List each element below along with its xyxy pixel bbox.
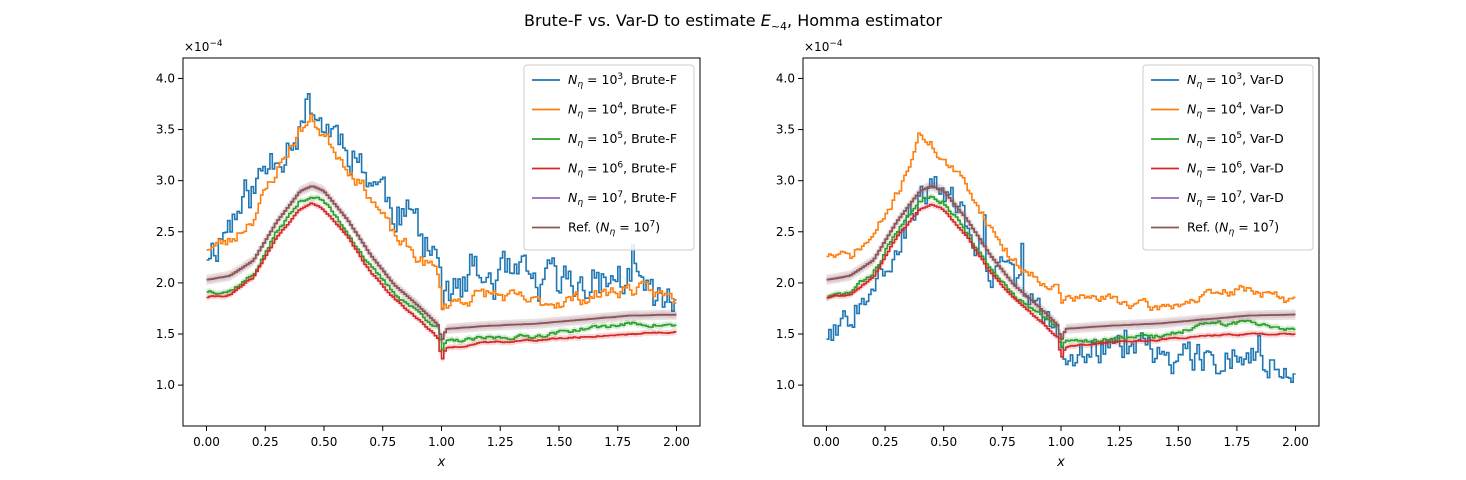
x-tick-label: 1.25 — [487, 435, 514, 449]
title-rest: , Homma estimator — [787, 11, 942, 30]
legend-entry-2: Nη = 105, Brute-F — [568, 131, 677, 149]
plot-area — [206, 93, 677, 362]
right-panel-var-d: 0.00 0.25 0.50 0.75 1.00 1.25 1.50 1.75 2.00 1.0 1… — [776, 39, 1320, 470]
x-tick-label: 0.75 — [989, 435, 1016, 449]
series-line-0 — [826, 176, 1296, 383]
x-tick-label: 1.25 — [1106, 435, 1133, 449]
y-tick-label: 2.5 — [776, 225, 795, 239]
x-tick-label: 0.50 — [311, 435, 338, 449]
series-line-1 — [826, 132, 1296, 311]
legend-entry-1: Nη = 104, Brute-F — [568, 102, 677, 120]
legend-box — [1142, 64, 1314, 251]
y-tick-label: 3.0 — [156, 174, 175, 188]
legend-entry-3: Nη = 106, Brute-F — [568, 161, 677, 179]
series-line-3 — [206, 202, 677, 360]
x-tick-label: 1.00 — [428, 435, 455, 449]
y-tick-label: 1.5 — [156, 327, 175, 341]
x-tick-label: 0.50 — [930, 435, 957, 449]
x-tick-label: 1.50 — [546, 435, 573, 449]
series-line-2 — [206, 196, 677, 351]
legend-box — [523, 64, 695, 251]
y-tick-label: 2.0 — [156, 276, 175, 290]
y-tick-label: 4.0 — [776, 71, 795, 85]
y-tick-label: 1.0 — [776, 378, 795, 392]
series-line-3 — [826, 203, 1296, 358]
legend-entry-4: Nη = 107, Var-D — [1187, 190, 1284, 208]
series-line-1 — [206, 113, 677, 311]
legend-entry-1: Nη = 104, Var-D — [1187, 102, 1284, 120]
legend-entry-0: Nη = 103, Brute-F — [568, 72, 677, 90]
y-tick-label: 1.5 — [776, 327, 795, 341]
legend-entry-5: Ref. (Nη = 107) — [568, 220, 660, 238]
x-tick-label: 0.25 — [252, 435, 279, 449]
legend-entry-0: Nη = 103, Var-D — [1187, 72, 1284, 90]
legend-entry-5: Ref. (Nη = 107) — [1187, 220, 1279, 238]
title-symbol: E — [761, 11, 772, 30]
y-scale-note: ×10−4 — [184, 39, 223, 54]
y-scale-note: ×10−4 — [804, 39, 843, 54]
series-line-5 — [826, 185, 1296, 340]
y-tick-label: 4.0 — [156, 71, 175, 85]
x-tick-label: 1.75 — [604, 435, 631, 449]
title-subscript: ~4 — [771, 20, 787, 33]
x-tick-label: 0.00 — [193, 435, 220, 449]
series-line-5 — [206, 185, 677, 340]
y-tick-label: 3.0 — [776, 174, 795, 188]
x-tick-label: 2.00 — [1282, 435, 1309, 449]
title-main: Brute-F vs. Var-D to estimate — [524, 11, 761, 30]
y-tick-label: 2.0 — [776, 276, 795, 290]
x-tick-label: 0.25 — [872, 435, 899, 449]
x-tick-label: 1.00 — [1048, 435, 1075, 449]
y-tick-label: 1.0 — [156, 378, 175, 392]
y-tick-label: 2.5 — [156, 225, 175, 239]
x-axis-label: x — [437, 455, 446, 470]
series-line-0 — [206, 93, 677, 312]
y-tick-label: 3.5 — [776, 123, 795, 137]
x-tick-label: 0.75 — [369, 435, 396, 449]
legend-entry-2: Nη = 105, Var-D — [1187, 131, 1284, 149]
plot-area — [826, 132, 1296, 383]
left-panel-brute-f: 0.00 0.25 0.50 0.75 1.00 1.25 1.50 1.75 2.00 1.0 1… — [156, 39, 701, 470]
y-tick-label: 3.5 — [156, 123, 175, 137]
x-axis-label: x — [1056, 455, 1065, 470]
legend-entry-4: Nη = 107, Brute-F — [568, 190, 677, 208]
x-tick-label: 2.00 — [663, 435, 690, 449]
legend-entry-3: Nη = 106, Var-D — [1187, 161, 1284, 179]
figure-title: Brute-F vs. Var-D to estimate E~4, Homma… — [524, 11, 942, 33]
x-tick-label: 1.75 — [1224, 435, 1251, 449]
x-tick-label: 1.50 — [1165, 435, 1192, 449]
x-tick-label: 0.00 — [813, 435, 840, 449]
